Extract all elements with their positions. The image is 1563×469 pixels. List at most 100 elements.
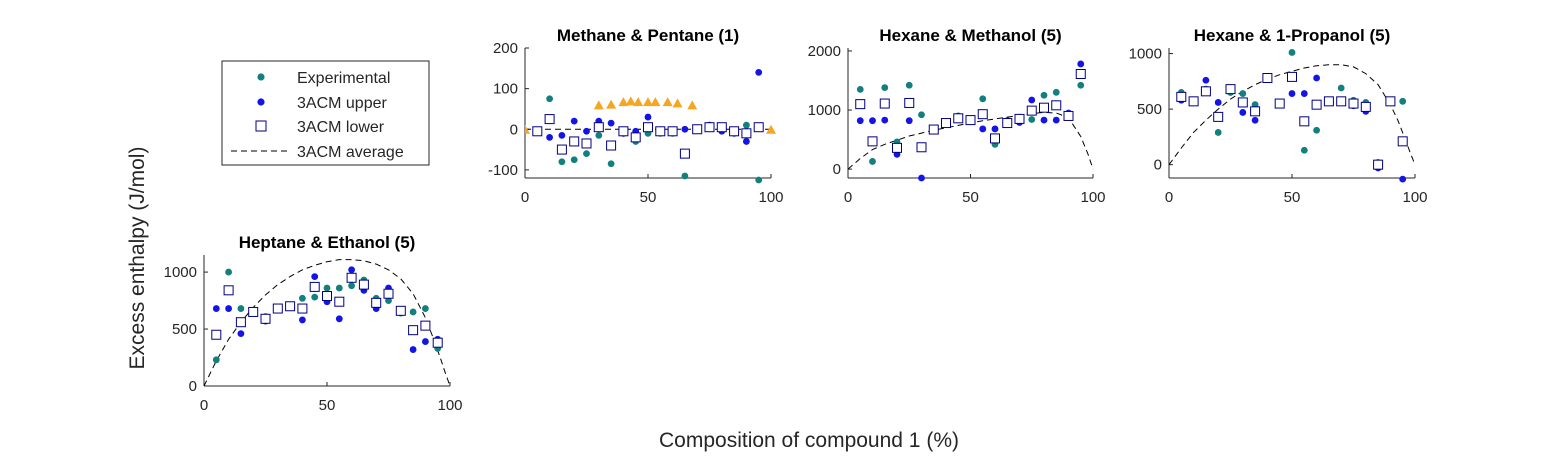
experimental-point (918, 111, 925, 119)
upper-point (881, 116, 889, 124)
lower-point (532, 126, 543, 137)
plot-area (1169, 49, 1416, 183)
lower-point (1039, 102, 1049, 113)
experimental-point (422, 305, 429, 312)
upper-point (681, 125, 689, 133)
lower-point (569, 136, 580, 147)
x-tick-label: 100 (437, 397, 462, 414)
lower-point (1051, 100, 1062, 111)
lower-point (1225, 84, 1236, 95)
triangle-point (643, 97, 653, 107)
lower-point (704, 122, 715, 133)
upper-point (335, 315, 343, 323)
y-tick-label: 500 (172, 321, 197, 338)
y-tick-label: 0 (189, 378, 197, 395)
x-tick-label: 50 (962, 189, 979, 206)
upper-point (225, 305, 233, 312)
lower-point (1063, 110, 1074, 121)
experimental-point (1040, 91, 1048, 99)
legend-label-experimental: Experimental (297, 70, 390, 87)
lower-point (1348, 98, 1359, 109)
experimental-point (979, 95, 987, 103)
triangle-point (687, 100, 698, 110)
triangle-point (593, 100, 604, 110)
y-tick-label: -100 (488, 162, 518, 179)
legend-marker-lower (255, 120, 267, 132)
upper-point (905, 117, 913, 125)
lower-point (1075, 69, 1086, 79)
y-tick-label: 1000 (164, 264, 197, 281)
legend-label-average: 3ACM average (297, 144, 404, 161)
experimental-point (1052, 88, 1060, 96)
lower-point (395, 305, 406, 316)
lower-point (1200, 86, 1211, 97)
lower-point (297, 303, 308, 314)
experimental-point (212, 356, 220, 364)
experimental-point (881, 84, 889, 91)
lower-point (667, 126, 678, 137)
legend-item-experimental: Experimental (257, 70, 390, 87)
lower-point (630, 132, 641, 143)
triangle-point (672, 98, 683, 108)
experimental-point (570, 156, 578, 164)
plot-area (848, 60, 1094, 182)
lower-point (1237, 97, 1248, 108)
experimental-point (1028, 116, 1036, 123)
upper-point (979, 125, 987, 133)
lower-point (1287, 71, 1297, 82)
subplot-title: Methane & Pentane (1) (557, 26, 739, 45)
lower-point (941, 118, 951, 129)
lower-point (1262, 73, 1273, 83)
lower-point (879, 98, 890, 109)
experimental-point (1300, 146, 1308, 154)
lower-point (1002, 118, 1013, 129)
lower-point (272, 303, 283, 314)
triangle-point (606, 99, 617, 109)
upper-point (1028, 96, 1036, 104)
lower-point (1213, 111, 1224, 122)
x-tick-label: 100 (758, 189, 783, 206)
y-axis-label: Excess enthalpy (J/mol) (126, 147, 149, 370)
experimental-point (755, 176, 763, 184)
legend-label-lower: 3ACM lower (297, 119, 385, 136)
lower-point (420, 320, 431, 331)
subplot-title: Hexane & 1-Propanol (5) (1194, 26, 1391, 45)
lower-point (1385, 96, 1396, 107)
lower-point (741, 128, 752, 139)
lower-point (1188, 96, 1199, 107)
upper-point (1300, 90, 1308, 97)
upper-point (607, 119, 615, 127)
y-tick-label: 100 (493, 81, 518, 98)
upper-point (311, 273, 319, 281)
upper-point (1313, 74, 1320, 82)
lower-point (729, 126, 740, 137)
lower-point (358, 279, 369, 290)
x-tick-label: 100 (1080, 189, 1105, 206)
upper-point (755, 68, 763, 76)
lower-point (432, 337, 443, 348)
experimental-point (1077, 81, 1085, 89)
lower-point (1397, 136, 1408, 147)
upper-point (422, 338, 429, 345)
triangle-point (618, 97, 629, 107)
plot-area (204, 259, 451, 387)
upper-point (644, 113, 652, 121)
lower-point (965, 115, 976, 126)
upper-point (212, 305, 220, 312)
experimental-point (311, 293, 319, 301)
experimental-point (856, 85, 864, 93)
experimental-point (1288, 49, 1296, 56)
lower-point (1299, 116, 1310, 127)
upper-point (1040, 116, 1048, 124)
lower-point (285, 301, 296, 312)
x-tick-label: 0 (1165, 189, 1173, 206)
experimental-point (1214, 129, 1222, 136)
experimental-point (681, 172, 689, 180)
lower-point (334, 296, 345, 307)
lower-point (1026, 105, 1037, 116)
lower-point (211, 329, 222, 340)
